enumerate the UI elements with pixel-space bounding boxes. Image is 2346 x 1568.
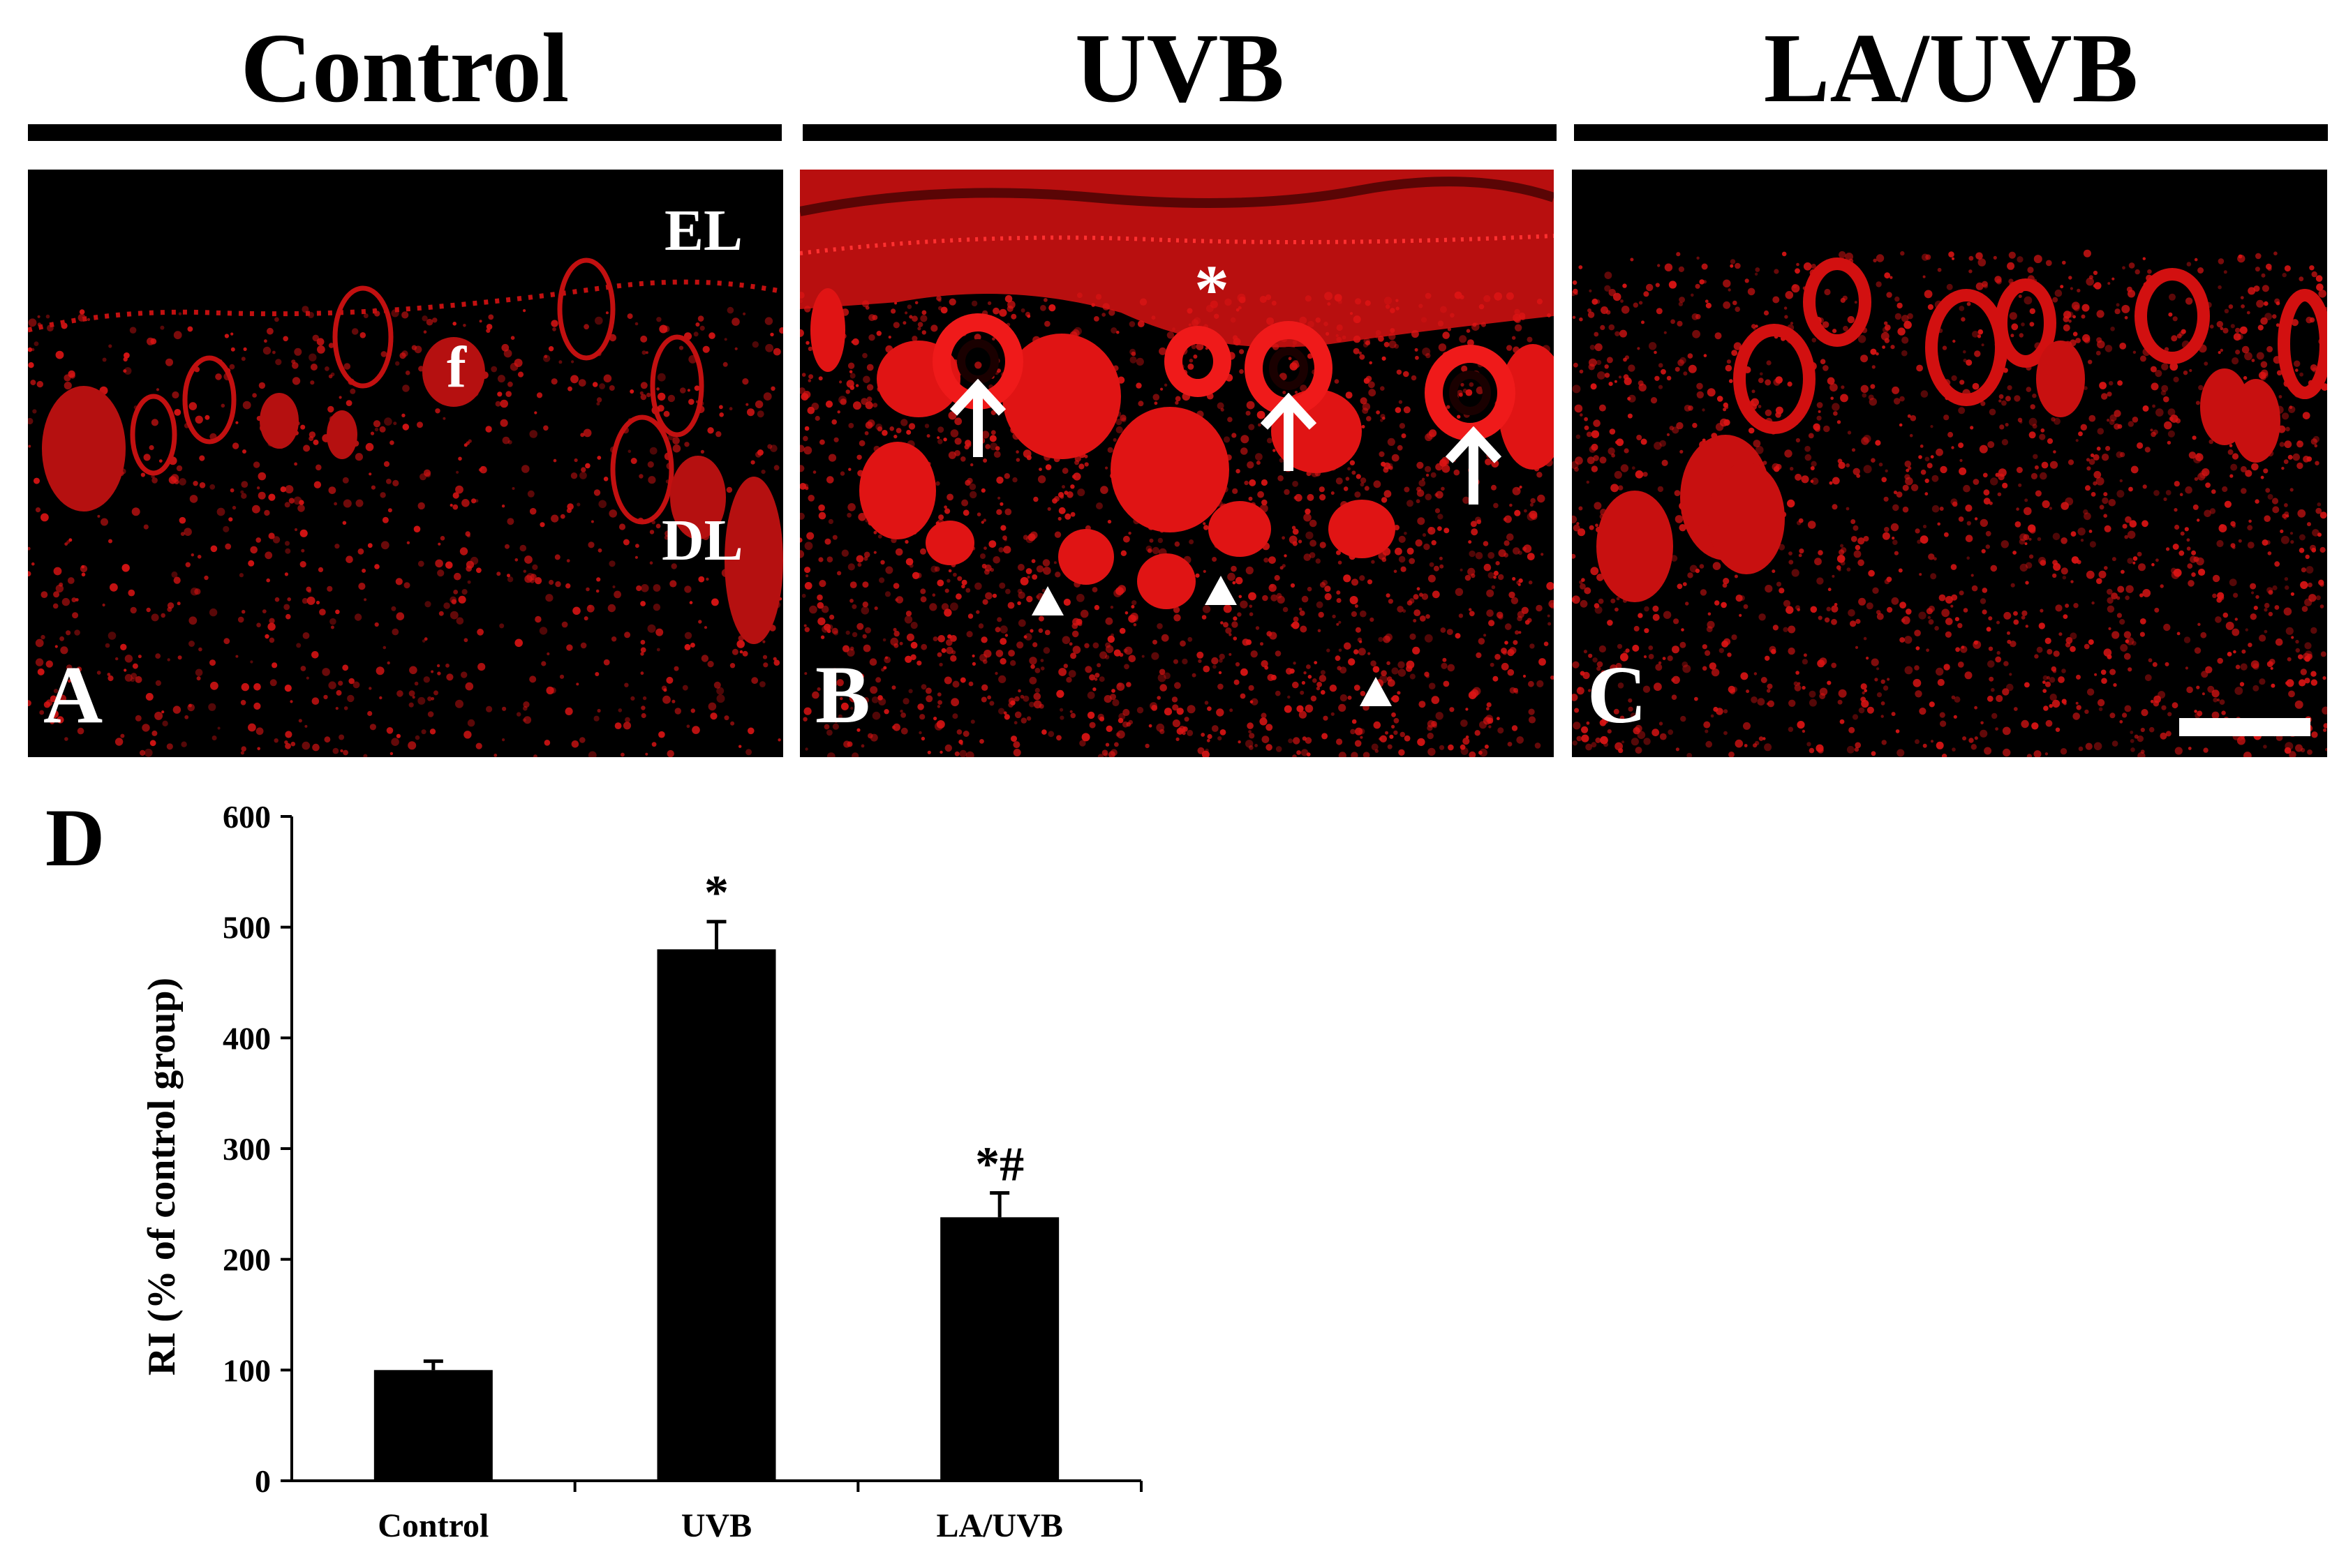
triangle-icon bbox=[1032, 586, 1064, 615]
y-tick-label: 300 bbox=[223, 1131, 271, 1167]
micrograph-c-image bbox=[1572, 249, 2327, 757]
group-title-la-uvb: LA/UVB bbox=[1763, 13, 2139, 123]
bar-chart: D RI (% of control group) 0 100 200 300 400 5… bbox=[45, 792, 1143, 1544]
micrograph-b-image bbox=[800, 170, 1554, 757]
epidermal-layer-label: EL bbox=[665, 198, 743, 263]
x-tick-label: Control bbox=[378, 1507, 489, 1544]
panel-letter-a: A bbox=[43, 649, 103, 740]
triangle-icon bbox=[1360, 677, 1392, 706]
y-tick-label: 100 bbox=[223, 1352, 271, 1388]
bar bbox=[940, 1217, 1060, 1481]
y-tick-label: 200 bbox=[223, 1242, 271, 1278]
y-tick-label: 0 bbox=[255, 1463, 271, 1499]
group-title-uvb: UVB bbox=[1075, 13, 1284, 123]
up-arrow-icon bbox=[949, 379, 1007, 457]
asterisk-marker: * bbox=[1194, 251, 1229, 328]
panel-letter-c: C bbox=[1587, 649, 1647, 740]
dermal-layer-label: DL bbox=[662, 508, 743, 573]
panel-letter-b: B bbox=[815, 649, 870, 740]
micrograph-panel-b: * B bbox=[800, 170, 1554, 757]
significance-marker: *# bbox=[975, 1137, 1024, 1191]
group-title-control: Control bbox=[240, 13, 570, 123]
y-axis-label: RI (% of control group) bbox=[140, 978, 184, 1375]
micrograph-panel-c: C bbox=[1572, 170, 2327, 757]
significance-marker: * bbox=[704, 867, 729, 920]
bar-chart-panel-d: D RI (% of control group) 0 100 200 300 400 5… bbox=[0, 761, 1187, 1565]
scale-bar bbox=[2179, 718, 2310, 736]
bar bbox=[373, 1370, 493, 1481]
micrograph-panel-a: EL f DL A bbox=[28, 170, 783, 757]
y-tick-label: 600 bbox=[223, 799, 271, 835]
x-tick-label: LA/UVB bbox=[936, 1507, 1062, 1544]
triangle-icon bbox=[1205, 576, 1237, 605]
group-rule-control bbox=[28, 124, 782, 141]
follicle-label: f bbox=[447, 335, 466, 400]
x-tick-label: UVB bbox=[681, 1507, 752, 1544]
up-arrow-icon bbox=[1260, 393, 1317, 471]
bar bbox=[657, 949, 776, 1481]
y-tick-label: 500 bbox=[223, 910, 271, 946]
up-arrow-icon bbox=[1445, 426, 1502, 505]
panel-letter-d: D bbox=[45, 792, 105, 883]
micrograph-a-image bbox=[28, 257, 783, 757]
y-tick-label: 400 bbox=[223, 1020, 271, 1056]
group-rule-uvb bbox=[803, 124, 1557, 141]
group-rule-la-uvb bbox=[1574, 124, 2328, 141]
